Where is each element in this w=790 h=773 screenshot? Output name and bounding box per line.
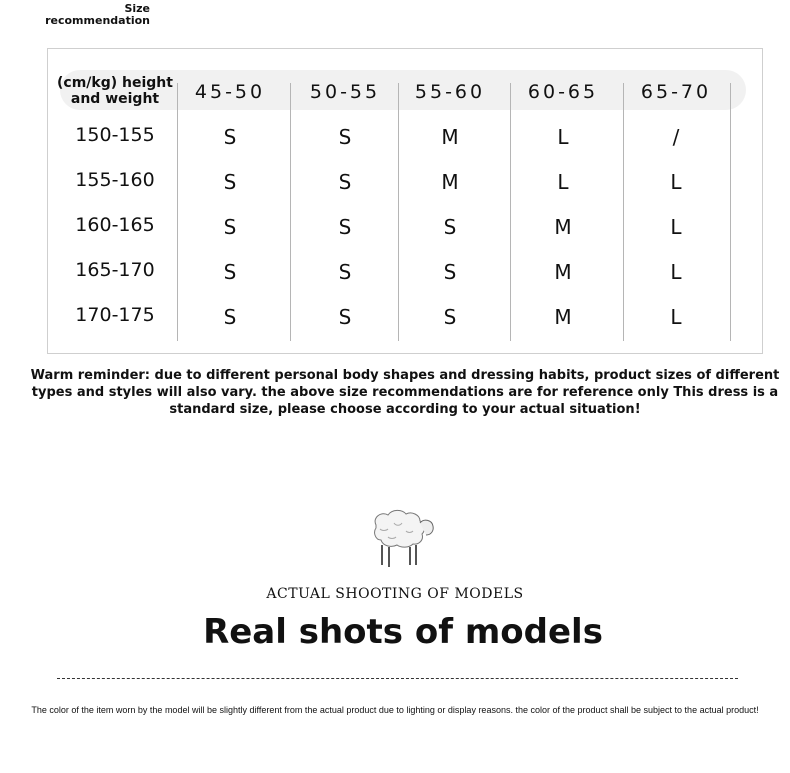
row-label: 155-160 — [75, 169, 155, 191]
section-title: Real shots of models — [203, 612, 603, 652]
sheep-icon — [374, 509, 434, 567]
size-cell: S — [223, 170, 237, 194]
size-cell: S — [223, 125, 237, 149]
row-label: 160-165 — [75, 214, 155, 236]
column-header: 50-55 — [309, 81, 381, 103]
size-cell: L — [670, 305, 682, 329]
size-cell: L — [557, 170, 569, 194]
size-cell: S — [443, 215, 457, 239]
size-cell: S — [338, 260, 352, 284]
size-cell: / — [672, 125, 680, 149]
column-divider — [398, 83, 399, 341]
column-divider — [290, 83, 291, 341]
column-divider — [177, 83, 178, 341]
column-divider — [623, 83, 624, 341]
size-cell: L — [557, 125, 569, 149]
row-label: 165-170 — [75, 259, 155, 281]
dashed-divider — [57, 678, 738, 679]
size-cell: S — [338, 305, 352, 329]
size-cell: S — [443, 260, 457, 284]
size-cell: S — [338, 215, 352, 239]
row-label: 150-155 — [75, 124, 155, 146]
size-recommendation-label: Size recommendation — [45, 2, 150, 27]
row-label: 170-175 — [75, 304, 155, 326]
color-note: The color of the item worn by the model … — [31, 705, 759, 715]
size-cell: S — [338, 125, 352, 149]
size-cell: L — [670, 260, 682, 284]
table-header-band — [60, 70, 746, 110]
column-header: 55-60 — [414, 81, 486, 103]
size-cell: S — [223, 260, 237, 284]
size-cell: M — [441, 170, 459, 194]
warm-reminder: Warm reminder: due to different personal… — [30, 368, 780, 417]
column-header: 65-70 — [640, 81, 712, 103]
size-cell: L — [670, 170, 682, 194]
column-header: 45-50 — [194, 81, 266, 103]
size-cell: M — [554, 305, 572, 329]
size-cell: M — [554, 215, 572, 239]
column-divider — [730, 83, 731, 341]
column-header: 60-65 — [527, 81, 599, 103]
size-table — [47, 48, 763, 354]
size-cell: L — [670, 215, 682, 239]
size-cell: S — [338, 170, 352, 194]
corner-label: (cm/kg) height and weight — [57, 75, 173, 107]
column-divider — [510, 83, 511, 341]
size-cell: S — [443, 305, 457, 329]
size-cell: M — [554, 260, 572, 284]
section-subtitle: ACTUAL SHOOTING OF MODELS — [266, 586, 524, 602]
size-cell: S — [223, 305, 237, 329]
size-cell: S — [223, 215, 237, 239]
size-cell: M — [441, 125, 459, 149]
